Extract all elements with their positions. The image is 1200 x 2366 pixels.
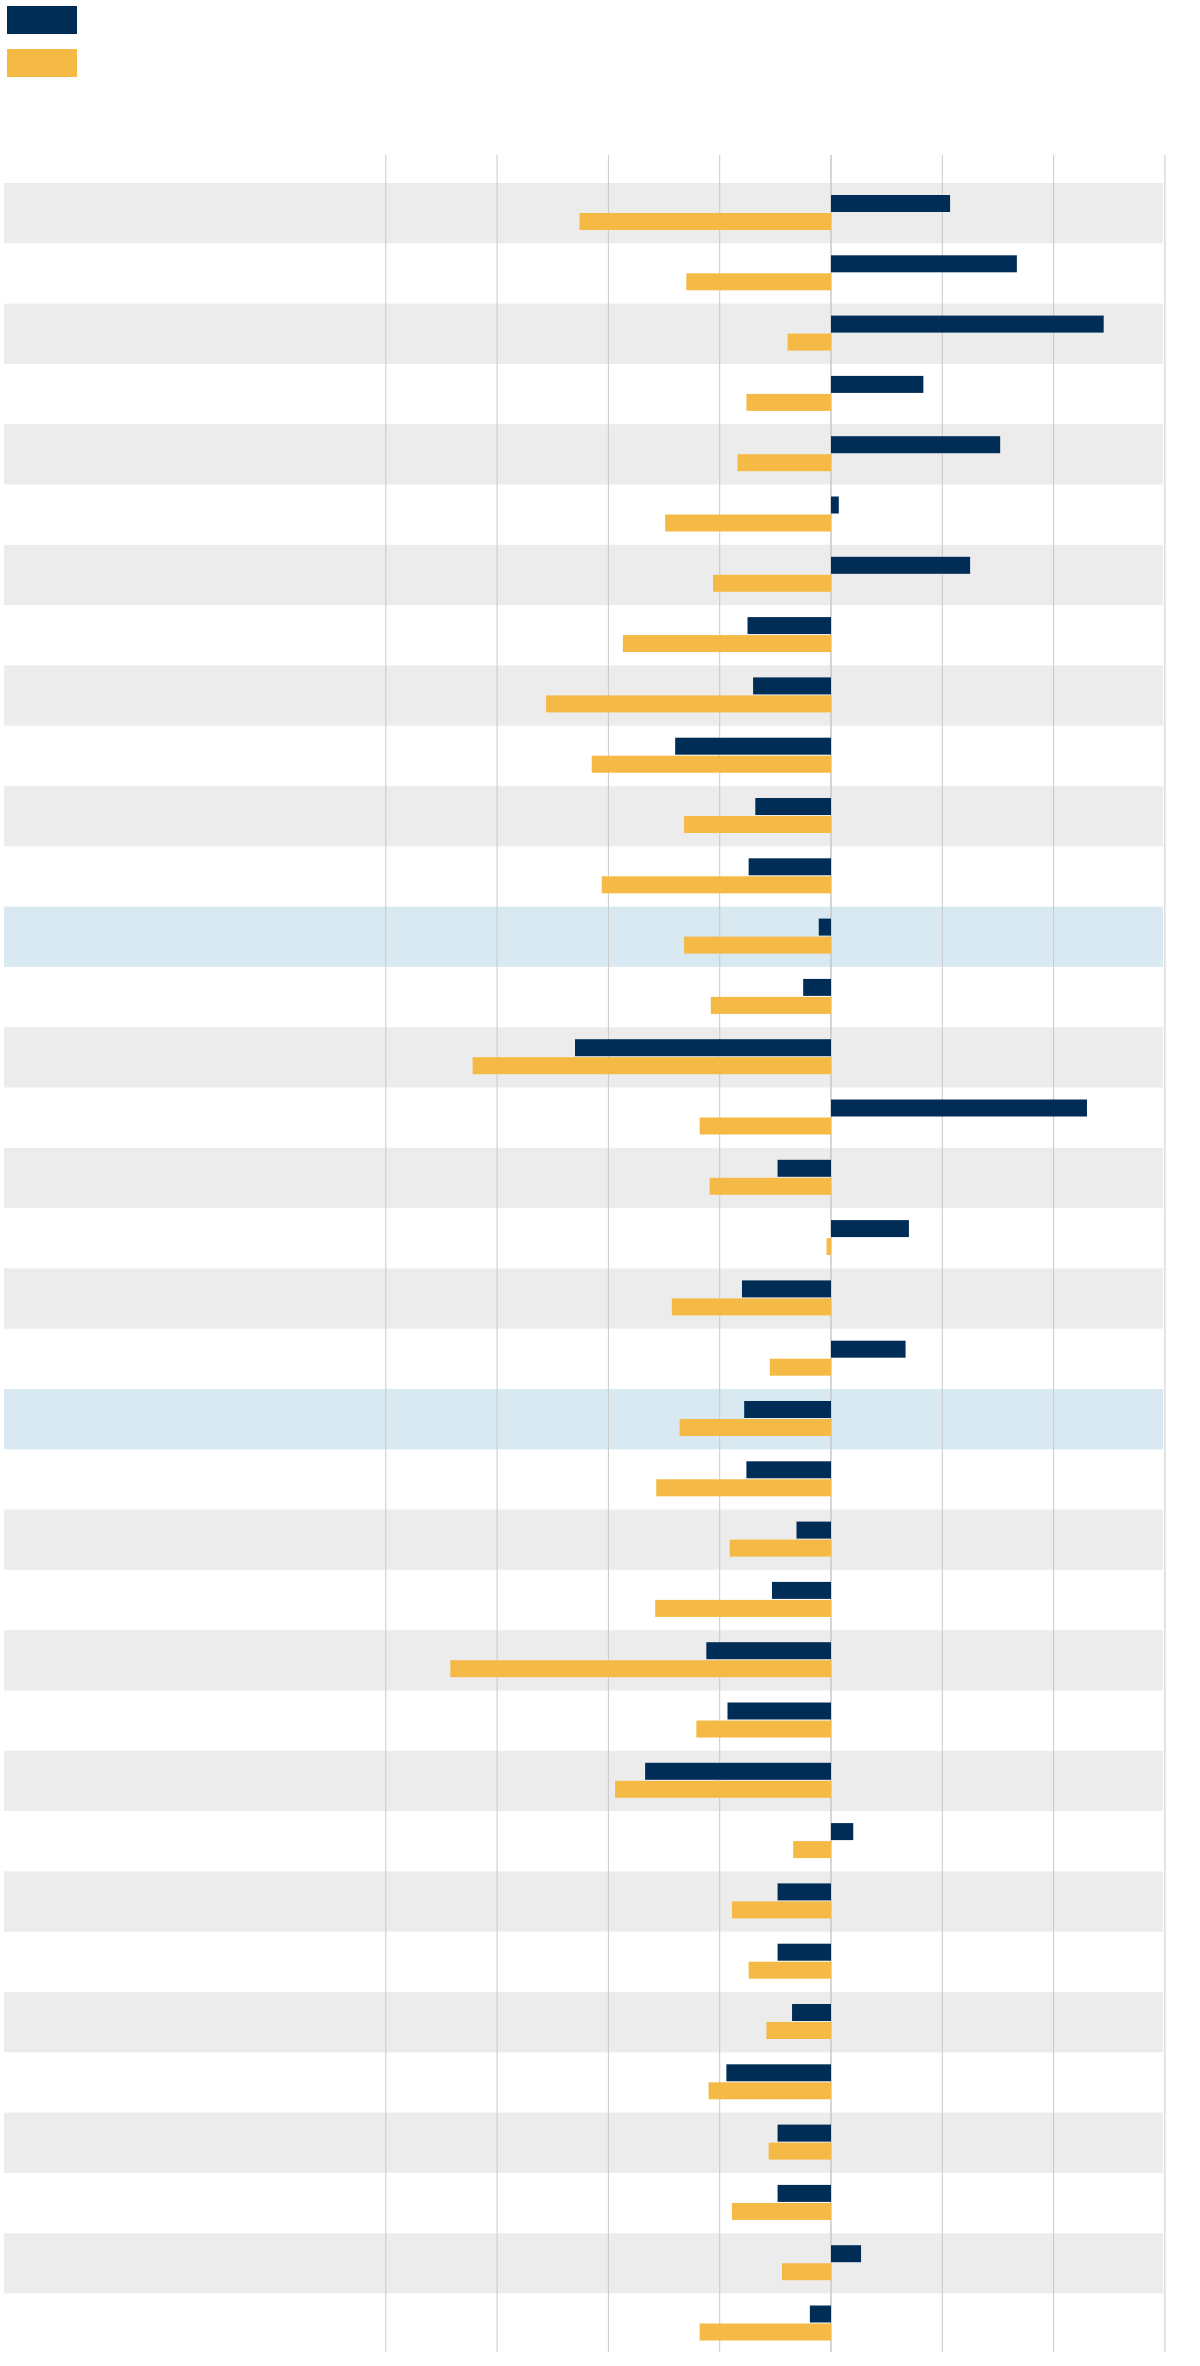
bar-series-1 [747,617,831,635]
bar-series-1 [741,1280,831,1298]
bar-series-1 [777,1883,831,1901]
bar-series-1 [726,2064,831,2082]
bar-series-1 [831,1220,909,1238]
row-band [4,2233,1163,2294]
bar-series-2 [671,1298,831,1316]
bar-series-2 [696,1720,831,1738]
row-band [4,424,1163,485]
bar-series-2 [591,755,831,773]
bar-series-2 [615,1780,831,1798]
bar-series-2 [731,1901,831,1919]
bar-series-1 [575,1039,831,1057]
legend [7,6,77,77]
bar-series-2 [546,695,831,713]
bar-series-1 [753,677,831,695]
row-band [4,906,1163,967]
bar-series-2 [665,514,831,532]
bar-series-1 [777,1943,831,1961]
row-band [4,544,1163,606]
bar-series-2 [601,876,831,894]
bar-series-1 [796,1521,831,1539]
legend-swatch-series-1 [7,6,77,34]
row-band [4,1992,1163,2053]
legend-swatch-series-2 [7,49,77,77]
bar-series-2 [793,1841,831,1859]
bar-series-2 [656,1479,831,1497]
bar-series-2 [622,635,831,653]
bar-series-1 [809,2305,831,2323]
bar-series-1 [831,556,971,574]
bar-series-2 [748,1961,831,1979]
bar-series-2 [710,996,831,1014]
bar-series-1 [727,1702,831,1720]
bar-series-1 [748,858,831,876]
bar-series-1 [675,737,831,755]
bar-series-2 [579,213,831,230]
row-band [4,786,1163,847]
bar-series-2 [699,2323,831,2341]
row-band [4,1147,1163,1209]
bar-series-2 [768,2142,831,2160]
bar-series-2 [709,1177,831,1195]
bar-series-2 [729,1539,831,1557]
bar-series-2 [472,1057,831,1075]
bar-series-2 [787,333,831,351]
bar-series-1 [818,918,831,936]
bar-series-1 [831,375,924,393]
row-bands [4,183,1163,2294]
bar-series-2 [737,454,831,472]
bar-series-1 [777,2124,831,2142]
bar-series-2 [699,1117,831,1135]
row-band [4,1509,1163,1570]
bar-series-2 [713,574,831,592]
row-band [4,1389,1163,1450]
bar-series-1 [831,315,1104,333]
bar-series-1 [831,496,839,514]
bar-series-1 [755,798,831,815]
bar-series-2 [679,1419,831,1436]
bar-series-1 [831,436,1001,454]
bar-series-2 [684,936,831,954]
row-band [4,1268,1163,1329]
bar-series-2 [766,2022,831,2039]
bars [450,195,1104,2341]
bar-series-2 [746,393,831,411]
bar-series-1 [746,1461,831,1479]
bar-series-2 [782,2263,831,2281]
bar-series-2 [684,816,831,833]
bar-series-1 [706,1642,831,1660]
bar-series-1 [831,195,951,212]
bar-series-1 [777,1159,831,1177]
bar-series-1 [645,1762,831,1780]
bar-series-2 [769,1358,831,1376]
bar-series-1 [831,2245,862,2263]
bar-series-1 [803,978,831,996]
bar-series-1 [772,1581,831,1599]
bar-series-1 [831,255,1017,273]
bar-series-2 [450,1660,831,1678]
bar-series-2 [708,2082,831,2100]
bar-series-1 [831,1823,854,1841]
bar-series-1 [792,2004,831,2021]
bar-series-1 [744,1401,831,1418]
bar-series-1 [777,2184,831,2202]
row-band [4,1750,1163,1812]
bar-series-1 [831,1340,906,1358]
row-band [4,2112,1163,2173]
row-band [4,303,1163,364]
bar-series-1 [831,1099,1087,1117]
bar-series-2 [731,2202,831,2220]
bar-series-2 [655,1599,831,1617]
bar-series-2 [826,1238,831,1256]
bar-series-2 [686,273,831,291]
row-band [4,1871,1163,1932]
